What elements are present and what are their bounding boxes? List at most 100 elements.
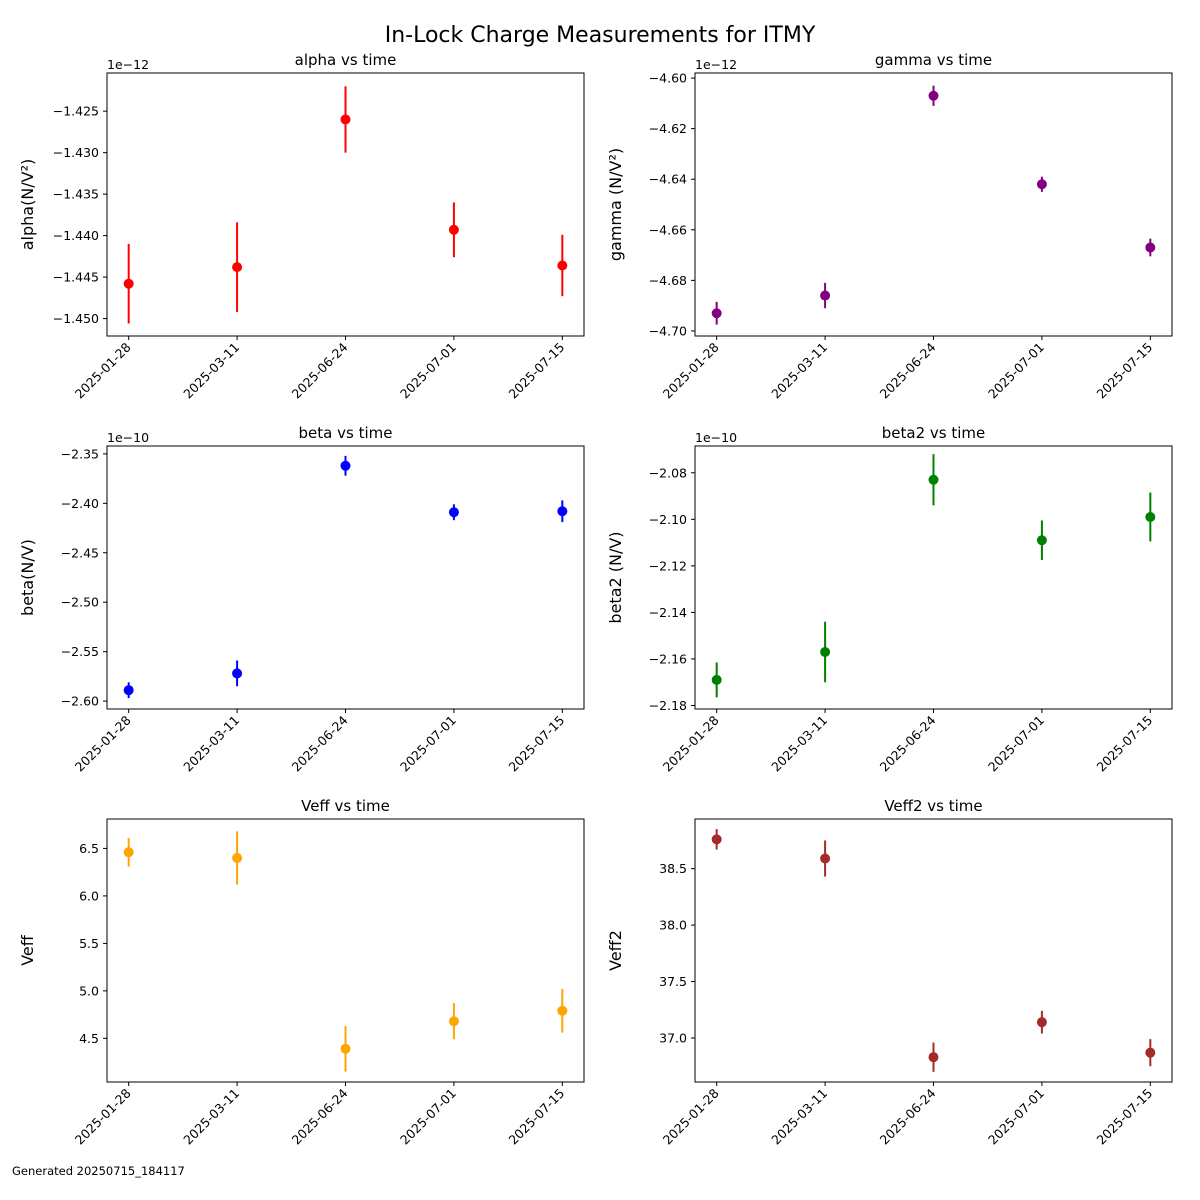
data-point	[820, 646, 831, 657]
y-axis-offset-label: 1e−12	[107, 57, 149, 72]
data-point	[711, 674, 722, 685]
plot-frame	[106, 445, 585, 710]
y-axis-label: beta(N/V)	[18, 539, 37, 616]
y-tick-label: −2.18	[649, 698, 687, 713]
y-tick-label: −1.450	[53, 311, 99, 326]
y-tick-label: −2.55	[61, 644, 99, 659]
data-point	[820, 290, 831, 301]
x-tick-label: 2025-07-01	[985, 340, 1047, 402]
data-point	[1036, 179, 1047, 190]
data-point	[711, 308, 722, 319]
x-tick-label: 2025-03-11	[180, 1086, 242, 1148]
y-axis-label: beta2 (N/V)	[606, 531, 625, 623]
y-tick-label: 38.0	[659, 918, 687, 933]
x-tick-label: 2025-03-11	[768, 340, 830, 402]
y-tick-label: 37.5	[659, 974, 687, 989]
generated-timestamp: Generated 20250715_184117	[12, 1164, 185, 1178]
chart-panel: Veff2 vs time 37.0 37.5 38.0 38.5 Veff2 2025-0…	[606, 797, 1173, 1148]
y-tick-label: −1.425	[53, 104, 99, 119]
data-point	[928, 90, 939, 101]
y-axis-offset-label: 1e−10	[107, 430, 149, 445]
y-axis-label: alpha(N/V²)	[18, 159, 37, 251]
y-tick-label: −2.40	[61, 496, 99, 511]
chart-title: Veff vs time	[301, 797, 390, 815]
x-tick-label: 2025-03-11	[768, 1086, 830, 1148]
figure-title: In-Lock Charge Measurements for ITMY	[385, 23, 816, 48]
x-tick-label: 2025-01-28	[72, 339, 134, 401]
chart-title: beta vs time	[299, 424, 393, 442]
x-tick-label: 2025-01-28	[660, 339, 722, 401]
data-point	[232, 852, 243, 863]
data-point	[448, 1016, 459, 1027]
y-tick-label: −2.45	[61, 545, 99, 560]
data-point	[820, 853, 831, 864]
data-point	[928, 1052, 939, 1063]
y-tick-label: −4.60	[649, 71, 687, 86]
x-tick-label: 2025-07-15	[1093, 1086, 1155, 1148]
y-tick-label: −4.70	[649, 323, 687, 338]
y-tick-label: −4.68	[649, 273, 687, 288]
x-tick-label: 2025-06-24	[877, 1085, 939, 1147]
plot-frame	[694, 445, 1173, 710]
x-tick-label: 2025-07-15	[505, 1086, 567, 1148]
y-tick-label: −2.10	[649, 512, 687, 527]
y-tick-label: 5.5	[79, 936, 99, 951]
chart-panel: alpha vs time −1.450 −1.445 −1.440 −1.435 −1.…	[18, 51, 585, 402]
x-tick-label: 2025-03-11	[180, 340, 242, 402]
y-tick-label: 4.5	[79, 1031, 99, 1046]
x-tick-label: 2025-06-24	[877, 339, 939, 401]
y-axis-label: Veff	[18, 934, 37, 966]
x-tick-label: 2025-07-01	[397, 1086, 459, 1148]
x-tick-label: 2025-07-01	[985, 713, 1047, 775]
y-axis-offset-label: 1e−12	[695, 57, 737, 72]
data-point	[448, 507, 459, 518]
data-point	[928, 474, 939, 485]
x-tick-label: 2025-06-24	[289, 1085, 351, 1147]
plot-frame	[694, 818, 1173, 1083]
x-tick-label: 2025-07-15	[1093, 713, 1155, 775]
y-tick-label: 37.0	[659, 1030, 687, 1045]
data-point	[340, 460, 351, 471]
x-tick-label: 2025-03-11	[768, 713, 830, 775]
plot-frame	[106, 818, 585, 1083]
chart-title: Veff2 vs time	[884, 797, 982, 815]
x-tick-label: 2025-01-28	[72, 712, 134, 774]
y-tick-label: −4.66	[649, 222, 687, 237]
data-point	[1145, 1047, 1156, 1058]
y-axis-label: Veff2	[606, 930, 625, 971]
y-axis-offset-label: 1e−10	[695, 430, 737, 445]
plot-frame	[106, 72, 585, 337]
data-point	[557, 506, 568, 517]
x-tick-label: 2025-07-01	[985, 1086, 1047, 1148]
y-tick-label: −2.35	[61, 446, 99, 461]
chart-grid: alpha vs time −1.450 −1.445 −1.440 −1.435 −1.…	[18, 51, 1173, 1148]
y-tick-label: 38.5	[659, 861, 687, 876]
data-point	[123, 685, 134, 696]
y-tick-label: −1.440	[53, 228, 99, 243]
data-point	[711, 834, 722, 845]
data-point	[557, 260, 568, 271]
x-tick-label: 2025-06-24	[289, 339, 351, 401]
x-tick-label: 2025-01-28	[660, 1085, 722, 1147]
data-point	[1036, 1017, 1047, 1028]
y-tick-label: −1.430	[53, 145, 99, 160]
x-tick-label: 2025-03-11	[180, 713, 242, 775]
data-point	[232, 262, 243, 273]
chart-panel: Veff vs time 4.5 5.0 5.5 6.0 6.5 Veff 2025-01-2…	[18, 797, 585, 1148]
chart-panel: gamma vs time −4.70 −4.68 −4.66 −4.64 −4.62 −4…	[606, 51, 1173, 402]
x-tick-label: 2025-07-01	[397, 713, 459, 775]
y-tick-label: −1.445	[53, 270, 99, 285]
y-tick-label: −1.435	[53, 187, 99, 202]
x-tick-label: 2025-07-15	[505, 713, 567, 775]
y-axis-label: gamma (N/V²)	[606, 148, 625, 261]
chart-title: beta2 vs time	[882, 424, 985, 442]
y-tick-label: −2.16	[649, 651, 687, 666]
y-tick-label: −2.60	[61, 694, 99, 709]
x-tick-label: 2025-07-15	[505, 340, 567, 402]
y-tick-label: −4.64	[649, 172, 687, 187]
y-tick-label: 6.0	[79, 888, 99, 903]
x-tick-label: 2025-07-01	[397, 340, 459, 402]
y-tick-label: 6.5	[79, 841, 99, 856]
x-tick-label: 2025-06-24	[877, 712, 939, 774]
